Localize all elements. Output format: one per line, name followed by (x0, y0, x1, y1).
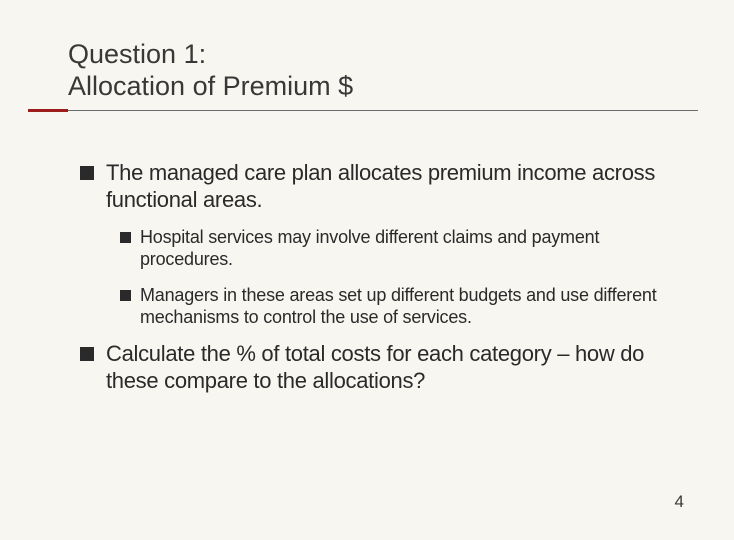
square-bullet-icon (80, 166, 94, 180)
list-subitem-text: Hospital services may involve different … (140, 227, 668, 271)
list-item: The managed care plan allocates premium … (80, 160, 688, 214)
list-subitem: Hospital services may involve different … (120, 227, 668, 271)
list-subitem-text: Managers in these areas set up different… (140, 285, 668, 329)
title-line-2: Allocation of Premium $ (68, 70, 688, 102)
square-bullet-icon (120, 232, 131, 243)
accent-rule (28, 109, 68, 112)
page-number: 4 (675, 492, 684, 512)
title-line-1: Question 1: (68, 38, 688, 70)
square-bullet-icon (120, 290, 131, 301)
slide-body: The managed care plan allocates premium … (68, 160, 688, 395)
list-item-text: Calculate the % of total costs for each … (106, 341, 688, 395)
list-subitem: Managers in these areas set up different… (120, 285, 668, 329)
list-item: Calculate the % of total costs for each … (80, 341, 688, 395)
list-item-text: The managed care plan allocates premium … (106, 160, 688, 214)
title-rule (28, 109, 698, 112)
slide: Question 1: Allocation of Premium $ The … (0, 0, 734, 395)
slide-title: Question 1: Allocation of Premium $ (68, 38, 688, 103)
square-bullet-icon (80, 347, 94, 361)
thin-rule (68, 110, 698, 111)
